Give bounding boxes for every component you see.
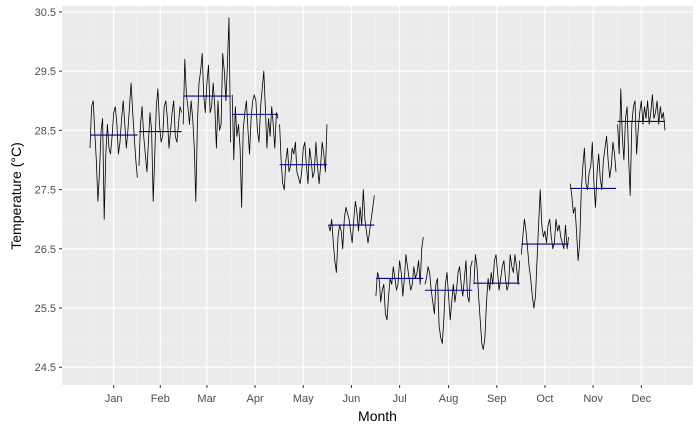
y-tick-label: 25.5 bbox=[35, 303, 56, 315]
x-tick-label: Jul bbox=[393, 393, 407, 405]
x-tick-label: Oct bbox=[536, 393, 553, 405]
grid bbox=[62, 6, 693, 385]
x-tick-label: Aug bbox=[439, 393, 459, 405]
daily-temperature-line bbox=[473, 254, 521, 350]
daily-temperature-line bbox=[138, 88, 182, 202]
daily-temperature-line bbox=[89, 82, 138, 220]
x-tick-label: Sep bbox=[487, 393, 507, 405]
y-tick-label: 27.5 bbox=[35, 185, 56, 197]
y-tick-label: 29.5 bbox=[35, 66, 56, 78]
panel-background bbox=[62, 6, 693, 385]
daily-temperature-line bbox=[182, 17, 231, 202]
daily-temperature-line bbox=[424, 260, 473, 344]
x-axis-title: Month bbox=[358, 408, 397, 424]
daily-temperature-line bbox=[328, 189, 375, 273]
x-tick-label: Jun bbox=[343, 393, 361, 405]
daily-temperature-line bbox=[279, 124, 328, 191]
y-tick-label: 24.5 bbox=[35, 362, 56, 374]
y-axis-title: Temperature (°C) bbox=[8, 142, 24, 250]
y-tick-label: 28.5 bbox=[35, 125, 56, 137]
x-tick-label: Jan bbox=[105, 393, 123, 405]
x-tick-label: Nov bbox=[583, 393, 603, 405]
axes: 24.5 25.5 26.5 27.5 28.5 29.5 30.5 Jan Feb Mar Apr… bbox=[35, 7, 652, 405]
series-layer bbox=[89, 17, 666, 350]
daily-temperature-line bbox=[231, 70, 279, 208]
y-tick-label: 30.5 bbox=[35, 7, 56, 19]
x-tick-label: Feb bbox=[151, 393, 170, 405]
x-tick-label: Dec bbox=[632, 393, 652, 405]
x-tick-label: Mar bbox=[197, 393, 216, 405]
daily-temperature-line bbox=[520, 189, 569, 309]
y-tick-label: 26.5 bbox=[35, 244, 56, 256]
daily-temperature-line bbox=[617, 88, 666, 196]
x-tick-label: Apr bbox=[247, 393, 264, 405]
daily-temperature-line bbox=[569, 135, 617, 262]
x-tick-label: May bbox=[293, 393, 314, 405]
